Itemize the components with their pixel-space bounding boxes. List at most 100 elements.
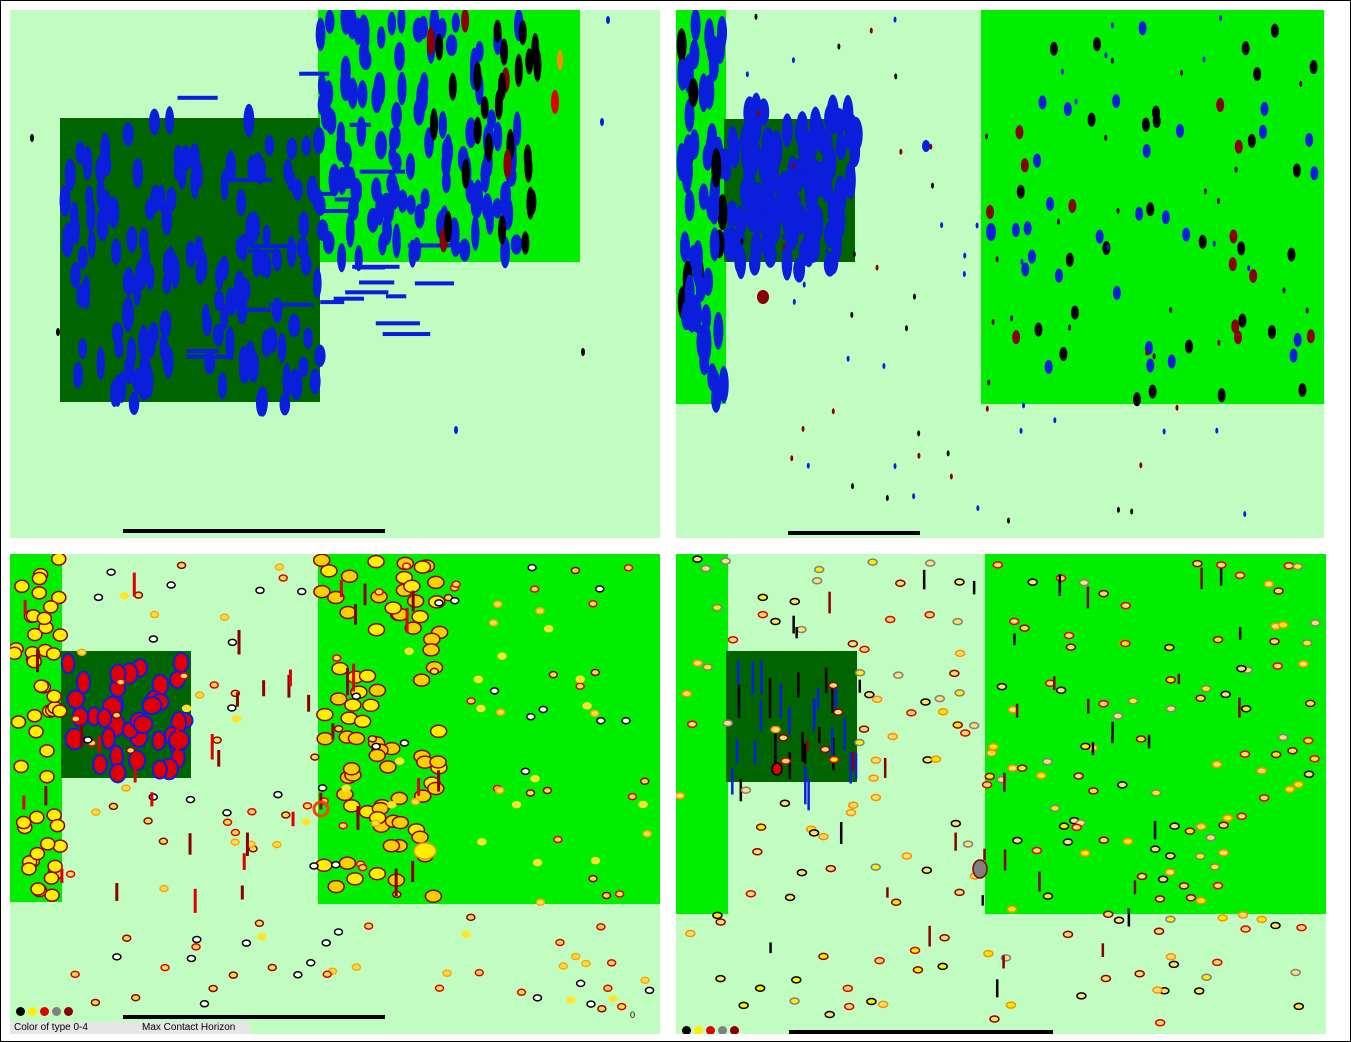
agent-marker [1253,67,1262,82]
agent-marker [882,362,886,369]
agent-marker [132,714,154,735]
agent-marker [302,802,313,810]
agent-marker [248,211,260,244]
agent-marker [230,838,240,846]
agent-marker [901,852,913,860]
agent-marker [438,110,448,139]
agent-marker [225,326,235,361]
agent-marker [1305,132,1314,147]
agent-marker [52,839,68,853]
agent-marker [1038,95,1047,110]
agent-link [751,661,755,695]
agent-marker [397,10,406,34]
agent-marker [331,661,349,676]
agent-marker [247,808,257,816]
agent-marker [869,27,873,34]
agent-cluster-blue [30,10,610,434]
agent-link [753,740,757,765]
agent-marker [1293,780,1304,789]
agent-marker [316,707,334,722]
agent-marker [1164,643,1175,652]
agent-marker [1063,631,1075,640]
agent-marker [1078,578,1090,587]
agent-marker [690,10,701,42]
agent-marker [757,110,761,117]
agent-marker [461,930,472,939]
agent-marker [1145,349,1149,356]
agent-link [788,752,792,780]
agent-link [299,71,330,76]
agent-marker [557,50,563,70]
agent-link [1219,568,1223,586]
agent-marker [473,61,482,92]
agent-marker [339,605,357,620]
agent-marker [1218,821,1229,829]
agent-marker [912,966,924,974]
agent-marker [1283,561,1295,570]
agent-marker [96,707,113,728]
agent-marker [781,113,793,148]
agent-marker [917,430,921,437]
agent-marker [917,452,921,459]
agent-marker [531,32,540,67]
agent-marker [828,755,840,764]
agent-marker [1122,837,1134,846]
agent-marker [771,762,783,776]
agent-link [1002,955,1005,969]
agent-marker [1200,684,1212,693]
agent-marker [126,225,138,253]
agent-link [235,692,239,707]
agent-marker [1231,319,1240,334]
agent-marker [488,619,499,627]
legend-color-swatch [718,1026,727,1034]
agent-marker [213,290,225,311]
agent-marker [1270,921,1281,930]
agent-marker [854,669,866,677]
agent-marker [526,713,536,721]
agent-marker [520,767,531,776]
agent-marker [459,238,471,262]
agent-marker [158,837,169,846]
agent-marker [78,338,87,359]
agent-marker [429,724,448,739]
agent-marker [1292,562,1303,571]
agent-marker [715,974,726,983]
agent-marker [589,709,600,718]
agent-marker [73,361,84,389]
agent-marker [868,774,879,782]
agent-marker [717,193,728,231]
agent-marker [143,817,153,825]
agent-marker [555,938,565,947]
agent-marker [414,203,425,229]
agent-marker [711,384,722,413]
agent-marker [86,198,96,233]
agent-marker [930,182,934,189]
agent-marker [353,17,363,46]
agent-marker [775,185,786,224]
agent-marker [257,933,267,941]
agent-marker [286,235,297,268]
agent-marker [1249,268,1258,283]
agent-marker [39,744,55,758]
agent-marker [1157,875,1169,883]
agent-marker [30,134,34,142]
agent-marker [582,702,592,710]
agent-link [883,757,887,778]
agent-marker [108,762,127,784]
agent-link [830,727,834,763]
legend-color-swatch [16,1007,25,1016]
agent-link [886,887,889,898]
agent-marker [1022,402,1026,409]
agent-marker [360,49,372,71]
panel-canvas [30,10,610,533]
agent-marker [764,240,777,268]
agent-marker [70,216,80,245]
agent-marker [168,729,191,751]
agent-marker [1198,234,1207,249]
agent-marker [785,218,799,251]
agent-marker [367,554,385,569]
agent-marker [717,15,728,49]
agent-link [60,868,64,884]
agent-marker [1201,973,1212,982]
agent-marker [575,979,586,988]
